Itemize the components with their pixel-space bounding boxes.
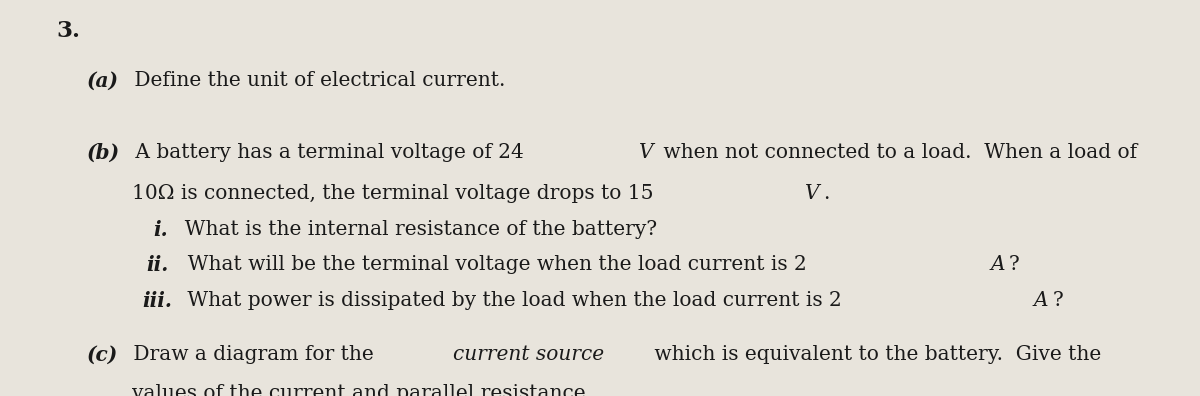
Text: (c): (c)	[86, 345, 118, 365]
Text: Draw a diagram for the: Draw a diagram for the	[127, 345, 380, 364]
Text: A: A	[1034, 291, 1049, 310]
Text: V: V	[638, 143, 653, 162]
Text: A: A	[990, 255, 1004, 274]
Text: What power is dissipated by the load when the load current is 2: What power is dissipated by the load whe…	[181, 291, 842, 310]
Text: (b): (b)	[86, 143, 120, 163]
Text: 3.: 3.	[56, 20, 80, 42]
Text: which is equivalent to the battery.  Give the: which is equivalent to the battery. Give…	[648, 345, 1102, 364]
Text: iii.: iii.	[143, 291, 173, 311]
Text: values of the current and parallel resistance.: values of the current and parallel resis…	[132, 384, 592, 396]
Text: (a): (a)	[86, 71, 119, 91]
Text: i.: i.	[154, 220, 168, 240]
Text: Define the unit of electrical current.: Define the unit of electrical current.	[127, 71, 505, 90]
Text: .: .	[823, 184, 830, 203]
Text: What will be the terminal voltage when the load current is 2: What will be the terminal voltage when t…	[175, 255, 806, 274]
Text: ?: ?	[1009, 255, 1020, 274]
Text: current source: current source	[454, 345, 605, 364]
Text: A battery has a terminal voltage of 24: A battery has a terminal voltage of 24	[130, 143, 524, 162]
Text: V: V	[805, 184, 820, 203]
Text: 10Ω is connected, the terminal voltage drops to 15: 10Ω is connected, the terminal voltage d…	[132, 184, 654, 203]
Text: ?: ?	[1052, 291, 1063, 310]
Text: ii.: ii.	[146, 255, 169, 276]
Text: when not connected to a load.  When a load of: when not connected to a load. When a loa…	[658, 143, 1138, 162]
Text: What is the internal resistance of the battery?: What is the internal resistance of the b…	[173, 220, 658, 239]
